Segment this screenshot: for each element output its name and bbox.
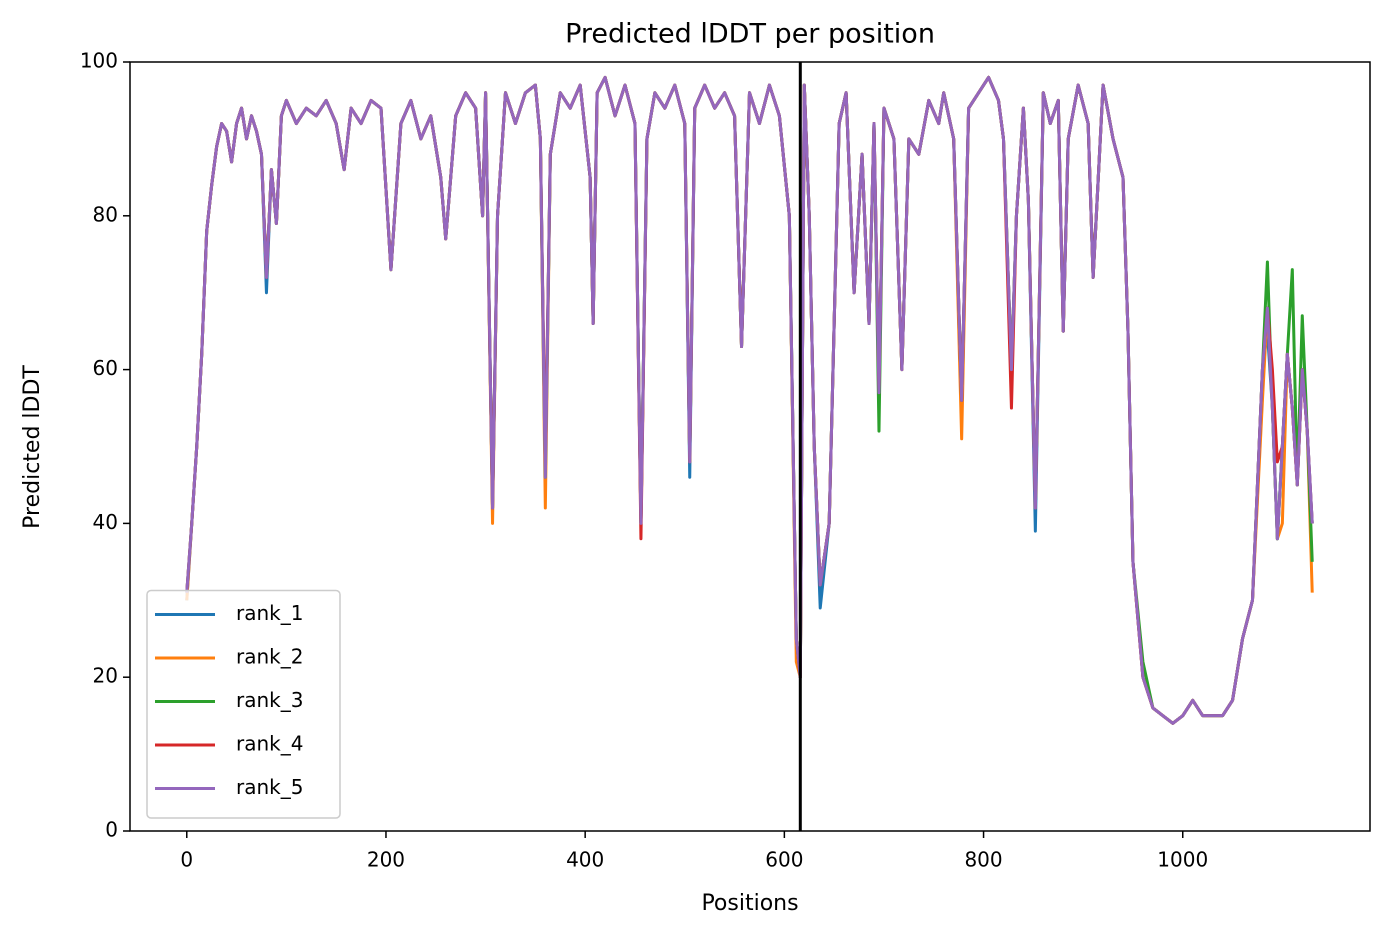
y-tick-label: 40 [93, 510, 118, 534]
legend-box [146, 589, 341, 819]
chart-title: Predicted lDDT per position [565, 19, 935, 50]
y-axis-label: Predicted lDDT [20, 365, 45, 529]
x-tick-label: 1000 [1157, 848, 1208, 872]
legend-label: rank_1 [236, 601, 303, 625]
y-tick-label: 60 [93, 356, 118, 380]
x-tick-label: 600 [765, 848, 803, 872]
y-tick-label: 0 [105, 818, 118, 842]
plot-frame [129, 61, 1371, 832]
series-line [185, 75, 1314, 725]
x-tick-label: 800 [964, 848, 1002, 872]
x-axis-label: Positions [701, 891, 798, 916]
legend-label: rank_5 [236, 775, 303, 799]
series-line [185, 75, 1314, 725]
y-tick-label: 20 [93, 664, 118, 688]
legend-label: rank_2 [236, 645, 303, 669]
x-tick-label: 400 [566, 848, 604, 872]
y-tick-label: 100 [80, 49, 118, 73]
series-line [185, 75, 1314, 725]
series-line [185, 75, 1314, 725]
x-tick-label: 200 [367, 848, 405, 872]
series-line [185, 75, 1314, 725]
x-tick-label: 0 [180, 848, 193, 872]
y-tick-label: 80 [93, 202, 118, 226]
legend-label: rank_4 [236, 732, 303, 756]
legend-label: rank_3 [236, 688, 303, 712]
